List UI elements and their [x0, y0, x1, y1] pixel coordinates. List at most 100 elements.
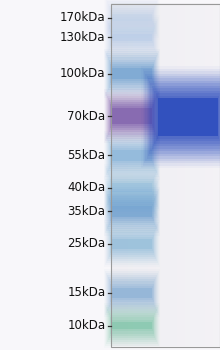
Bar [110, 144, 154, 167]
Bar [110, 146, 154, 165]
Bar [143, 69, 220, 166]
Bar [110, 102, 154, 130]
Bar [103, 13, 161, 62]
Bar [108, 57, 156, 90]
Bar [112, 68, 152, 79]
Bar [108, 196, 156, 227]
Text: 130kDa: 130kDa [60, 31, 106, 44]
Bar [110, 27, 154, 48]
Bar [109, 6, 155, 29]
Bar [110, 315, 154, 336]
Bar [104, 176, 160, 223]
Bar [105, 133, 159, 177]
Bar [106, 53, 158, 94]
Bar [109, 187, 155, 212]
Bar [149, 81, 220, 154]
Bar [145, 74, 220, 161]
Bar [103, 174, 161, 225]
Bar [108, 277, 156, 309]
Bar [106, 181, 158, 218]
Bar [104, 187, 160, 236]
Bar [104, 0, 160, 40]
Bar [106, 0, 158, 36]
Bar [105, 222, 159, 265]
Bar [105, 305, 159, 346]
Bar [109, 60, 155, 88]
Bar [111, 193, 153, 206]
Bar [110, 10, 154, 25]
Bar [104, 49, 160, 98]
Bar [104, 164, 160, 211]
Bar [110, 179, 154, 196]
Bar [144, 71, 220, 163]
Bar [107, 183, 157, 216]
Bar [140, 64, 220, 171]
Bar [105, 0, 159, 38]
Bar [106, 168, 158, 207]
Bar [105, 189, 159, 233]
Text: 40kDa: 40kDa [68, 181, 106, 194]
Bar [107, 194, 157, 229]
Bar [110, 200, 154, 223]
Bar [111, 237, 153, 251]
Bar [112, 14, 152, 21]
Bar [106, 93, 158, 139]
Bar [152, 86, 220, 149]
Bar [104, 131, 160, 180]
Bar [104, 303, 160, 348]
Bar [103, 301, 161, 350]
Bar [107, 226, 157, 261]
Bar [157, 96, 219, 139]
Bar [110, 202, 154, 221]
Bar [109, 279, 155, 307]
Text: 170kDa: 170kDa [60, 11, 106, 24]
Bar [111, 320, 153, 331]
Bar [110, 284, 154, 302]
Bar [103, 185, 161, 238]
Bar [106, 273, 158, 313]
Bar [107, 21, 157, 54]
Bar [108, 140, 156, 171]
Bar [105, 166, 159, 209]
Bar [108, 23, 156, 52]
Bar [111, 66, 153, 81]
Bar [105, 51, 159, 96]
Bar [111, 286, 153, 300]
Bar [154, 91, 220, 144]
Bar [158, 98, 218, 136]
Bar [109, 142, 155, 169]
Bar [107, 309, 157, 342]
Bar [107, 138, 157, 173]
Bar [104, 269, 160, 317]
Bar [108, 173, 156, 203]
Bar [106, 191, 158, 231]
Bar [105, 271, 159, 315]
Bar [110, 191, 154, 208]
Bar [103, 129, 161, 182]
Bar [112, 183, 152, 192]
Bar [110, 62, 154, 85]
Bar [106, 307, 158, 344]
Bar [107, 96, 157, 136]
Bar [110, 8, 154, 27]
Bar [105, 178, 159, 220]
Bar [156, 93, 220, 141]
Bar [104, 220, 160, 267]
Bar [109, 313, 155, 338]
Bar [112, 239, 152, 248]
Bar [110, 177, 154, 198]
Bar [111, 106, 153, 126]
Bar [109, 198, 155, 225]
Bar [110, 281, 154, 304]
Text: 70kDa: 70kDa [68, 110, 106, 123]
Bar [103, 87, 161, 145]
Bar [112, 322, 152, 329]
Bar [109, 25, 155, 50]
Bar [111, 12, 153, 23]
Bar [103, 218, 161, 270]
Bar [111, 148, 153, 163]
Bar [109, 230, 155, 257]
Bar [108, 228, 156, 259]
Bar [112, 288, 152, 298]
Bar [110, 189, 154, 210]
